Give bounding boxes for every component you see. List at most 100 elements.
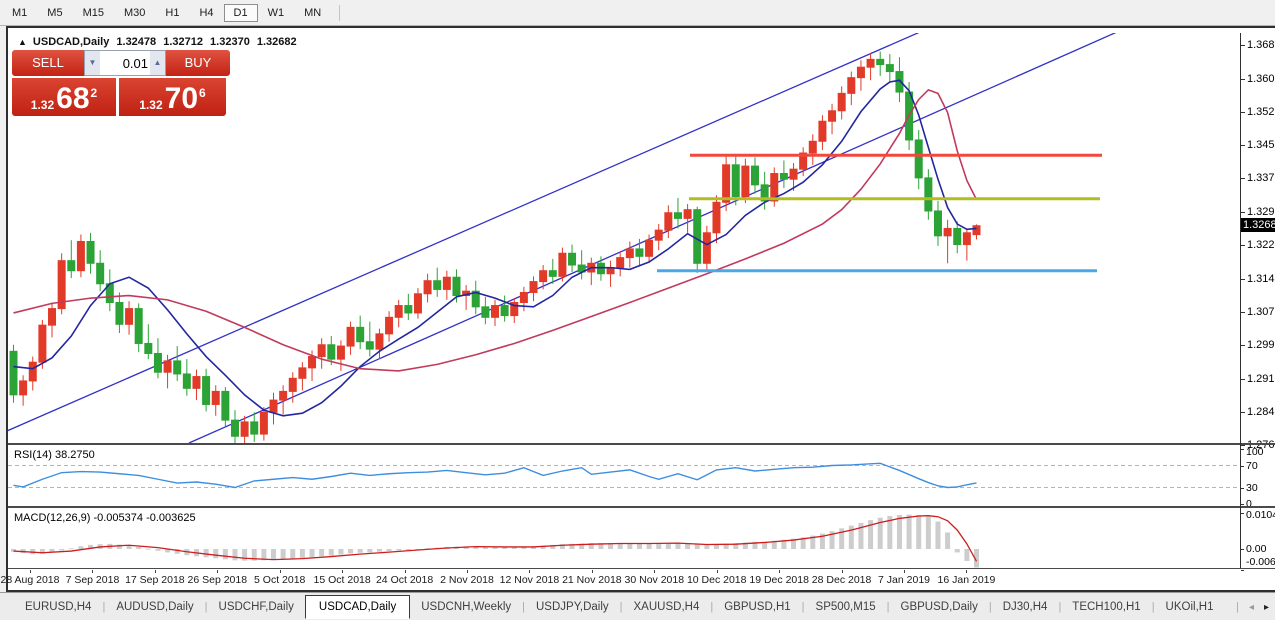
collapse-panel-icon[interactable]: ▲: [18, 37, 27, 47]
rsi-axis-tick: [1241, 504, 1244, 505]
macd-panel-canvas[interactable]: [8, 509, 1240, 568]
panel-separator[interactable]: [8, 443, 1275, 445]
tab-sp500-m15[interactable]: SP500,M15: [815, 600, 876, 613]
buy-price-panel[interactable]: 1.32 70 6: [119, 78, 226, 116]
price-label: 1.32990: [1247, 206, 1275, 219]
volume-stepper: ▼ ▲: [84, 50, 166, 76]
sell-button[interactable]: SELL: [12, 50, 84, 76]
buy-price-pips: 70: [164, 82, 199, 115]
tab-dj30-h4[interactable]: DJ30,H4: [1002, 600, 1048, 613]
tab-separator: |: [1151, 600, 1155, 613]
tab-usdcad-daily[interactable]: USDCAD,Daily: [304, 594, 411, 619]
symbol-tab-bar: EURUSD,H4 | AUDUSD,Daily | USDCHF,Daily USDCA…: [0, 592, 1275, 620]
scroll-tabs-right-icon[interactable]: ▸: [1263, 601, 1269, 613]
tab-separator: |: [1058, 600, 1062, 613]
sell-price-fraction: 2: [90, 86, 98, 100]
sell-price-panel[interactable]: 1.32 68 2: [12, 78, 116, 116]
sell-price-pips: 68: [56, 82, 90, 115]
date-tick: [529, 570, 531, 573]
tab-gbpusd-h1[interactable]: GBPUSD,H1: [724, 600, 791, 613]
date-label: 30 Nov 2018: [624, 574, 685, 586]
chart-symbol-label: USDCAD,Daily: [32, 36, 110, 48]
timeframe-button-mn[interactable]: MN: [304, 6, 322, 19]
date-tick: [716, 570, 718, 573]
price-tick: [1241, 44, 1245, 46]
timeframe-button-h1[interactable]: H1: [165, 6, 180, 19]
tab-eurusd-h4[interactable]: EURUSD,H4: [25, 600, 92, 613]
scroll-tabs-left-icon[interactable]: ◂: [1248, 601, 1254, 613]
date-axis[interactable]: 28 Aug 2018 7 Sep 2018 17 Sep 2018 26 Sep 2…: [1, 570, 1240, 590]
date-tick: [904, 570, 906, 573]
volume-increase-button[interactable]: ▲: [150, 51, 165, 75]
timeframe-toolbar: M1 M5 M15 M30 H1 H4 D1 W1 MN: [0, 0, 1275, 26]
tab-gbpusd-daily[interactable]: GBPUSD,Daily: [900, 600, 978, 613]
price-label: 1.35290: [1247, 106, 1275, 119]
tab-usdchf-daily[interactable]: USDCHF,Daily: [218, 600, 294, 613]
channel-lower[interactable]: [188, 33, 1117, 443]
date-tick: [966, 570, 968, 573]
price-label: 1.29950: [1247, 338, 1275, 351]
timeframe-button-w1[interactable]: W1: [267, 6, 285, 19]
timeframe-button-d1[interactable]: D1: [223, 3, 258, 22]
tab-usdjpy-daily[interactable]: USDJPY,Daily: [536, 600, 609, 613]
price-label: 1.30710: [1247, 305, 1275, 318]
price-label: 1.28410: [1247, 405, 1275, 418]
date-label: 26 Sep 2018: [187, 574, 248, 586]
date-label: 15 Oct 2018: [313, 574, 371, 586]
date-tick: [217, 570, 219, 573]
date-label: 21 Nov 2018: [562, 574, 622, 586]
date-tick: [279, 570, 281, 573]
timeframe-button-m5[interactable]: M5: [47, 6, 63, 19]
price-label: 1.34530: [1247, 139, 1275, 152]
price-chart-canvas[interactable]: [8, 33, 1240, 443]
price-tick: [1241, 245, 1245, 247]
price-tick: [1241, 444, 1245, 446]
date-tick: [92, 570, 94, 573]
current-price-tag: 1.32682: [1241, 217, 1275, 232]
rsi-axis-label: 0: [1246, 498, 1252, 510]
chart-ohlc-title: ▲ USDCAD,Daily 1.32478 1.32712 1.32370 1.…: [18, 36, 301, 48]
rsi-axis-tick: [1241, 465, 1244, 467]
tab-ukoil-h1[interactable]: UKOil,H1: [1165, 600, 1214, 613]
tab-separator: |: [619, 600, 623, 613]
price-axis[interactable]: 1.36830 1.36050 1.35290 1.34530 1.33770 1.329…: [1241, 33, 1275, 451]
timeframe-button-m15[interactable]: M15: [82, 6, 104, 19]
candles: [9, 51, 981, 443]
tab-usdcnh-weekly[interactable]: USDCNH,Weekly: [421, 600, 512, 613]
one-click-trading-widget: SELL ▼ ▲ BUY 1.32 68 2 1.32 70 6: [12, 50, 230, 116]
macd-axis-label: 0.010474: [1246, 509, 1275, 521]
rsi-axis-label: 100: [1246, 446, 1264, 458]
tab-xauusd-h4[interactable]: XAUUSD,H4: [633, 600, 700, 613]
ma-slow-line: [13, 88, 978, 372]
volume-input[interactable]: [100, 51, 150, 75]
price-label: 1.29170: [1247, 372, 1275, 385]
channel-upper[interactable]: [8, 33, 920, 434]
tab-tech100-h1[interactable]: TECH100,H1: [1072, 600, 1141, 613]
timeframe-button-m30[interactable]: M30: [123, 6, 146, 19]
tab-separator: |: [886, 600, 890, 613]
timeframe-button-h4[interactable]: H4: [199, 6, 214, 19]
rsi-axis-tick: [1241, 487, 1244, 489]
tab-separator: |: [710, 600, 714, 613]
price-tick: [1241, 112, 1245, 114]
ohlc-low: 1.32370: [210, 36, 250, 48]
tab-audusd-daily[interactable]: AUDUSD,Daily: [116, 600, 194, 613]
price-tick: [1241, 212, 1245, 214]
date-label: 10 Dec 2018: [686, 574, 747, 586]
rsi-axis-tick: [1241, 449, 1244, 450]
buy-button[interactable]: BUY: [166, 50, 230, 76]
rsi-panel-canvas[interactable]: [8, 446, 1240, 506]
tab-separator: |: [801, 600, 805, 613]
price-label: 1.36830: [1247, 38, 1275, 51]
chart-window: [6, 26, 1275, 592]
price-label: 1.36050: [1247, 72, 1275, 85]
date-label: 17 Sep 2018: [125, 574, 185, 586]
volume-decrease-button[interactable]: ▼: [85, 51, 100, 75]
macd-title: MACD(12,26,9) -0.005374 -0.003625: [14, 512, 196, 524]
macd-axis-label: -0.006218: [1246, 556, 1275, 568]
panel-separator[interactable]: [8, 506, 1275, 508]
rsi-axis-label: 70: [1246, 459, 1258, 472]
price-label: 1.32230: [1247, 239, 1275, 252]
tab-scroll-controls: | ◂ ▸: [1236, 593, 1269, 620]
timeframe-button-m1[interactable]: M1: [12, 6, 28, 19]
